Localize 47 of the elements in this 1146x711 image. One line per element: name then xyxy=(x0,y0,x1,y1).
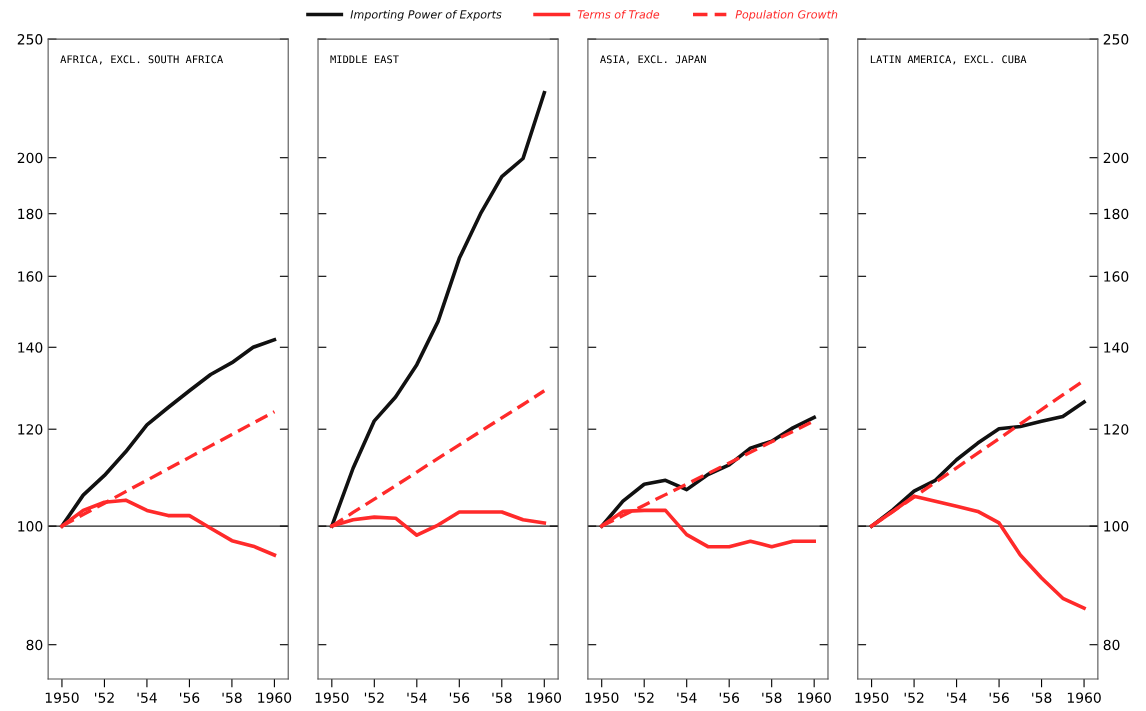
legend-label: Importing Power of Exports xyxy=(350,10,502,21)
y2-tick-label: 180 xyxy=(1104,208,1129,220)
x-tick-label: '58 xyxy=(492,692,512,703)
x-tick-label: '58 xyxy=(762,692,782,703)
x-tick-label: '58 xyxy=(222,692,242,703)
x-tick-label: 1950 xyxy=(585,692,619,703)
text: ASIA, EXCL. JAPAN xyxy=(600,55,706,65)
y-tick-label: 180 xyxy=(18,208,43,220)
text: AFRICA, EXCL. SOUTH AFRICA xyxy=(60,55,223,65)
legend-label: Population Growth xyxy=(735,10,838,21)
x-tick-label: '54 xyxy=(947,692,967,703)
x-tick-label: '52 xyxy=(904,692,924,703)
y2-tick-label: 160 xyxy=(1104,271,1129,282)
y2-tick-label: 250 xyxy=(1103,34,1129,45)
x-tick-label: '54 xyxy=(677,692,697,703)
x-tick-label: '58 xyxy=(1032,692,1052,703)
y-tick-label: 140 xyxy=(18,342,43,353)
x-tick-label: 1960 xyxy=(258,692,292,703)
x-tick-label: '56 xyxy=(989,692,1009,703)
x-tick-label: 1950 xyxy=(315,692,349,703)
y-tick-label: 250 xyxy=(17,34,43,45)
y2-tick-label: 100 xyxy=(1104,521,1129,532)
x-tick-label: '56 xyxy=(180,692,200,703)
x-tick-label: 1960 xyxy=(798,692,831,703)
x-tick-label: 1950 xyxy=(855,692,889,703)
x-tick-label: '54 xyxy=(407,692,427,703)
x-tick-label: '54 xyxy=(137,692,157,703)
text: MIDDLE EAST xyxy=(330,55,399,64)
x-tick-label: '52 xyxy=(364,692,384,703)
y2-tick-label: 80 xyxy=(1103,639,1120,651)
x-tick-label: '56 xyxy=(449,692,470,703)
y2-tick-label: 200 xyxy=(1103,152,1129,164)
x-tick-label: 1960 xyxy=(1067,692,1101,703)
x-tick-label: '52 xyxy=(634,692,654,703)
x-tick-label: 1960 xyxy=(528,692,562,703)
y2-tick-label: 120 xyxy=(1104,424,1129,435)
y-tick-label: 80 xyxy=(26,639,43,651)
legend-label: Terms of Trade xyxy=(577,10,660,19)
x-tick-label: '56 xyxy=(719,692,740,703)
x-tick-label: 1950 xyxy=(45,692,79,703)
y-tick-label: 160 xyxy=(18,271,43,282)
y-tick-label: 200 xyxy=(17,152,43,164)
text: LATIN AMERICA, EXCL. CUBA xyxy=(870,55,1027,65)
y2-tick-label: 140 xyxy=(1104,342,1129,353)
y-tick-label: 100 xyxy=(18,521,43,532)
x-tick-label: '52 xyxy=(95,692,114,703)
y-tick-label: 120 xyxy=(18,424,43,435)
